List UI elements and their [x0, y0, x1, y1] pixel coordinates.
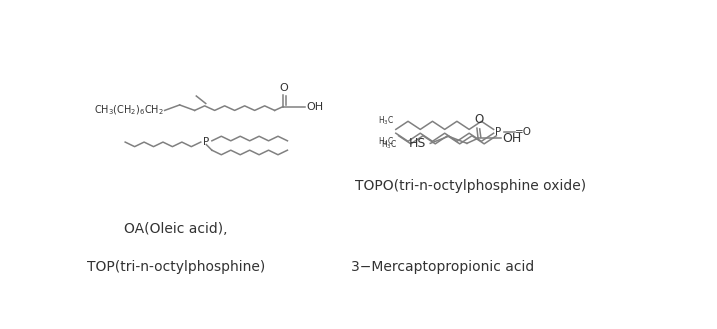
Text: P: P — [203, 137, 209, 147]
Text: TOP(tri-n-octylphosphine): TOP(tri-n-octylphosphine) — [87, 261, 265, 274]
Text: O: O — [474, 113, 483, 126]
Text: H$_3$C: H$_3$C — [378, 136, 394, 148]
Text: OA(Oleic acid),: OA(Oleic acid), — [124, 222, 227, 237]
Text: =O: =O — [516, 127, 532, 137]
Text: H$_3$C: H$_3$C — [378, 114, 394, 127]
Text: TOPO(tri-n-octylphosphine oxide): TOPO(tri-n-octylphosphine oxide) — [355, 179, 586, 193]
Text: OH: OH — [306, 102, 323, 112]
Text: 3−Mercaptopropionic acid: 3−Mercaptopropionic acid — [351, 261, 534, 274]
Text: HS: HS — [409, 137, 427, 150]
Text: CH$_3$(CH$_2$)$_6$CH$_2$: CH$_3$(CH$_2$)$_6$CH$_2$ — [94, 104, 163, 117]
Text: O: O — [280, 83, 288, 93]
Text: H$_3$C: H$_3$C — [381, 138, 397, 151]
Text: OH: OH — [502, 132, 521, 145]
Text: P: P — [495, 127, 501, 137]
